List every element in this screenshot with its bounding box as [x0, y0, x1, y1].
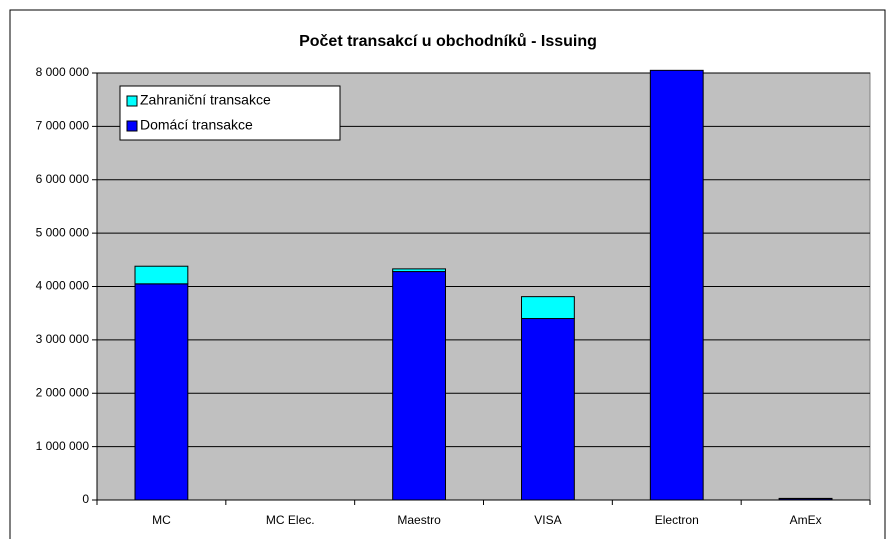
legend-label: Zahraniční transakce: [140, 92, 271, 108]
y-tick-label: 0: [82, 492, 89, 506]
legend-swatch: [126, 95, 138, 107]
bar-segment: [649, 69, 704, 501]
y-tick-label: 7 000 000: [36, 119, 90, 133]
bar-segment: [134, 283, 189, 501]
x-tick-label: MC: [152, 513, 171, 527]
x-tick-label: Maestro: [397, 513, 441, 527]
bar-segment: [521, 296, 575, 320]
bar-segment: [392, 268, 446, 273]
x-tick-label: VISA: [534, 513, 561, 527]
y-tick-label: 2 000 000: [36, 385, 90, 399]
legend: [119, 85, 341, 141]
y-tick-label: 4 000 000: [36, 279, 90, 293]
legend-label: Domácí transakce: [140, 117, 253, 133]
y-tick-label: 1 000 000: [36, 439, 90, 453]
y-tick-label: 5 000 000: [36, 225, 90, 239]
x-tick-label: Electron: [655, 513, 699, 527]
y-tick-label: 8 000 000: [36, 65, 90, 79]
x-tick-label: AmEx: [790, 513, 822, 527]
chart-title: Počet transakcí u obchodníků - Issuing: [299, 33, 597, 50]
bar-segment: [134, 265, 189, 285]
x-tick-label: MC Elec.: [266, 513, 315, 527]
y-tick-label: 3 000 000: [36, 332, 90, 346]
bar-segment: [521, 318, 575, 501]
legend-swatch: [126, 120, 138, 132]
bar-segment: [392, 271, 446, 501]
y-tick-label: 6 000 000: [36, 172, 90, 186]
